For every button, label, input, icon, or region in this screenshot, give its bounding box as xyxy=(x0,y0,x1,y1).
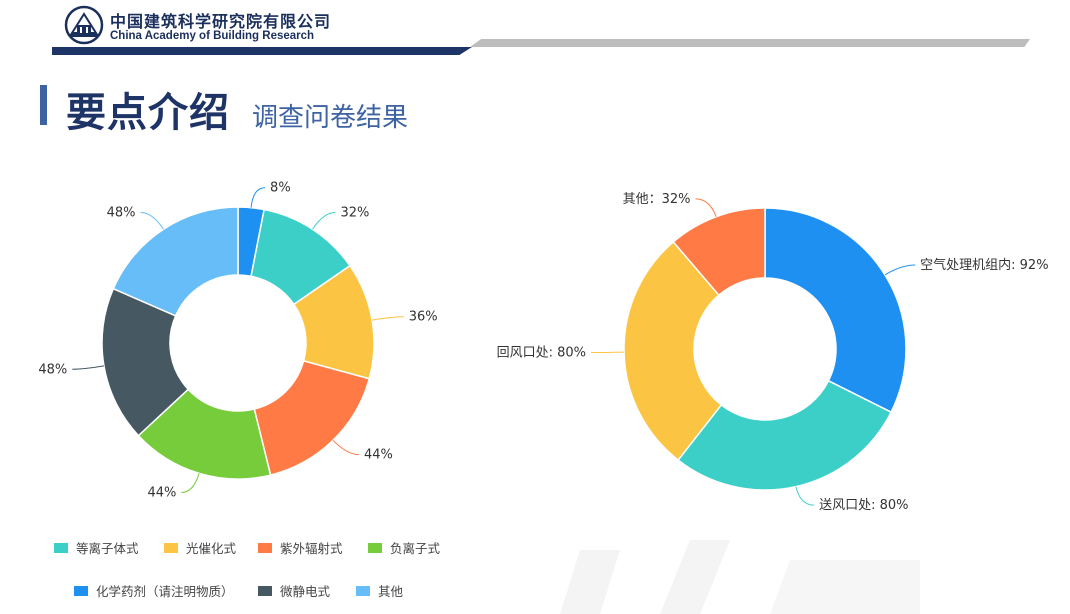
header-rule-blue xyxy=(52,47,472,55)
legend-item[interactable]: 紫外辐射式 xyxy=(258,538,343,557)
legend-item[interactable]: 负离子式 xyxy=(368,538,440,557)
org-name-cn: 中国建筑科学研究院有限公司 xyxy=(110,12,332,31)
legend-swatch xyxy=(54,542,68,553)
chart2-slice-3 xyxy=(672,207,766,297)
chart1-slice-6 xyxy=(112,206,239,317)
chart2-label-3: 其他：32% xyxy=(623,192,691,207)
chart2-label-0: 空气处理机组内: 92% xyxy=(920,257,1048,273)
chart1-slice-5 xyxy=(101,287,190,437)
legend-item[interactable]: 其他 xyxy=(356,581,403,600)
page-subtitle: 调查问卷结果 xyxy=(252,103,409,133)
chart1-leader-1 xyxy=(312,212,336,230)
chart1-label-6: 48% xyxy=(107,206,136,221)
chart1-label-4: 44% xyxy=(147,485,176,500)
legend-label: 紫外辐射式 xyxy=(280,541,343,556)
chart1-leader-5 xyxy=(72,365,105,370)
chart2-label-2: 回风口处: 80% xyxy=(497,346,586,361)
legend-swatch xyxy=(74,585,88,596)
org-name-en: China Academy of Building Research xyxy=(110,30,315,42)
legend-label: 其他 xyxy=(378,584,404,599)
legend-item[interactable]: 微静电式 xyxy=(258,581,330,600)
legend-swatch xyxy=(368,542,382,553)
chart1-label-3: 44% xyxy=(364,448,393,463)
chart1-label-2: 36% xyxy=(409,310,438,325)
chart1-leader-6 xyxy=(140,212,164,230)
title-accent-bar xyxy=(40,85,47,125)
legend-item[interactable]: 等离子体式 xyxy=(54,538,139,557)
legend-item[interactable]: 化学药剂（请注明物质） xyxy=(74,581,234,600)
legend-label: 微静电式 xyxy=(280,584,331,599)
legend-item[interactable]: 光催化式 xyxy=(164,538,236,557)
header: 中国建筑科学研究院有限公司 China Academy of Building … xyxy=(0,0,1070,62)
page-title: 要点介绍 xyxy=(66,90,230,136)
chart2-slice-2 xyxy=(623,240,723,462)
chart2-leader-1 xyxy=(795,486,815,506)
background-decoration xyxy=(560,540,920,614)
legend-swatch xyxy=(258,585,272,596)
chart1-label-5: 48% xyxy=(38,362,67,377)
chart1-leader-0 xyxy=(250,187,266,208)
chart1-leader-3 xyxy=(332,439,359,456)
header-rule-gray xyxy=(470,39,1030,47)
legend-label: 化学药剂（请注明物质） xyxy=(96,584,234,599)
chart1-leader-2 xyxy=(371,316,404,321)
legend-label: 负离子式 xyxy=(390,541,441,556)
cabr-logo-icon xyxy=(64,5,104,45)
legend-label: 光催化式 xyxy=(186,541,237,556)
chart1-label-0: 8% xyxy=(270,181,291,196)
chart1-slice-3 xyxy=(253,359,371,476)
legend-swatch xyxy=(258,542,272,553)
legend-swatch xyxy=(356,585,370,596)
chart1-leader-4 xyxy=(181,473,200,493)
legend-swatch xyxy=(164,542,178,553)
chart2-slice-1 xyxy=(677,379,893,491)
chart1-label-1: 32% xyxy=(340,206,369,221)
chart2-leader-0 xyxy=(884,264,916,276)
legend-label: 等离子体式 xyxy=(76,541,139,556)
chart2-label-1: 送风口处: 80% xyxy=(819,498,908,513)
chart2-slice-0 xyxy=(764,207,907,414)
chart2-leader-3 xyxy=(695,198,717,217)
